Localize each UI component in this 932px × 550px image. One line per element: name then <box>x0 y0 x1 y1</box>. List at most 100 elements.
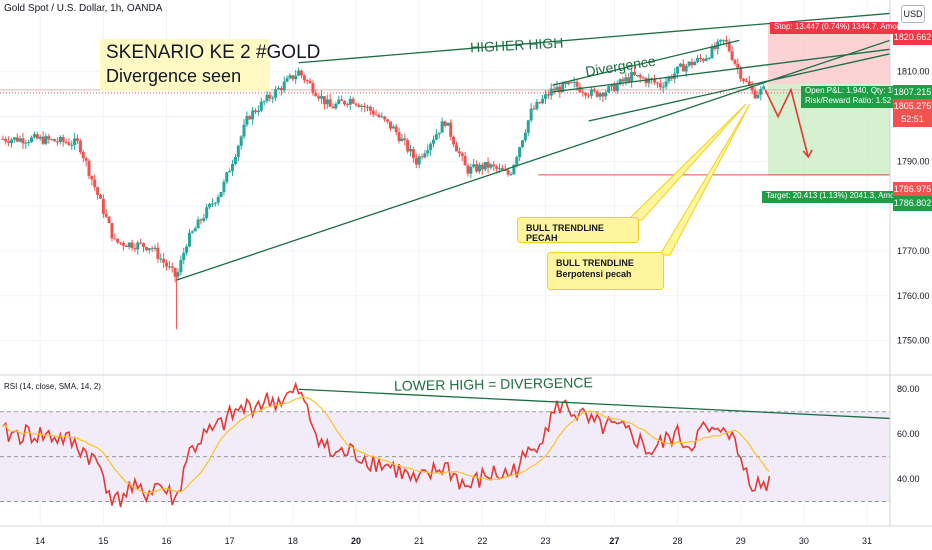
x-tick-label: 30 <box>799 536 809 546</box>
candle <box>104 208 108 219</box>
candle <box>268 91 272 102</box>
candle-body <box>480 164 484 170</box>
candle <box>569 81 573 84</box>
candle-body <box>607 86 611 93</box>
x-tick-label: 17 <box>225 536 235 546</box>
candle-body <box>328 99 332 107</box>
candle-body <box>311 83 315 93</box>
bull-trendline-potential-line2: Berpotensi pecah <box>556 269 632 279</box>
candle-body <box>678 63 682 67</box>
candle <box>78 138 82 155</box>
candle-body <box>21 138 25 144</box>
candle <box>173 267 177 283</box>
candle-body <box>271 97 275 99</box>
candle-body <box>205 207 209 219</box>
candle <box>64 139 68 145</box>
candle-body <box>322 96 326 105</box>
candle <box>345 102 349 108</box>
candle-body <box>291 75 295 80</box>
x-tick-label: 20 <box>351 536 361 546</box>
candle <box>454 141 458 152</box>
candle-body <box>225 172 229 182</box>
candle-body <box>348 98 352 105</box>
candle-body <box>173 267 177 277</box>
candle-body <box>354 103 358 105</box>
candle <box>254 108 258 115</box>
rsi-line <box>2 381 771 508</box>
entry-price-label: 1807.215 <box>893 85 932 100</box>
candle-body <box>601 93 605 97</box>
candle-body <box>621 79 625 82</box>
candle-body <box>113 238 117 240</box>
candle-body <box>498 168 502 170</box>
target-price-label: 1786.802 <box>893 196 932 211</box>
candle <box>578 82 582 93</box>
candle-body <box>38 136 42 139</box>
candle-body <box>259 101 263 111</box>
pnl-info-box[interactable]: Open P&L: 1.940, Qty: 18 Risk/Reward Rat… <box>801 86 897 108</box>
rsi-divergence-line <box>298 388 891 420</box>
candle <box>523 129 527 143</box>
candle-body <box>199 219 203 221</box>
candle-body <box>294 75 298 80</box>
candle <box>133 243 137 253</box>
candle <box>354 102 358 107</box>
candle <box>397 127 401 144</box>
candle-body <box>107 216 111 223</box>
candle-body <box>383 116 387 120</box>
candle <box>76 134 80 145</box>
candle-body <box>535 102 539 110</box>
candle-body <box>543 94 547 99</box>
candle-body <box>483 161 487 170</box>
candle <box>156 242 160 263</box>
candle-body <box>454 144 458 152</box>
stop-info-box[interactable]: Stop: 13.447 (0.74%) 1344.7, Amount <box>770 22 898 34</box>
candle-body <box>664 81 668 87</box>
candle-body <box>285 78 289 82</box>
candle <box>661 82 665 93</box>
currency-button[interactable]: USD <box>901 5 925 23</box>
candle <box>509 171 513 176</box>
candle <box>701 57 705 64</box>
candle-body <box>460 153 464 157</box>
candle <box>24 140 28 149</box>
target-info-box[interactable]: Target: 20.413 (1.13%) 2041.3, Amount <box>762 191 898 203</box>
candle-body <box>681 63 685 72</box>
x-tick-label: 15 <box>98 536 108 546</box>
candle-body <box>239 136 243 146</box>
candle-body <box>658 83 662 88</box>
candle <box>159 253 163 263</box>
candle <box>317 94 321 102</box>
candle-body <box>81 152 85 159</box>
candle <box>219 191 223 198</box>
candle-body <box>587 95 591 97</box>
candle-body <box>144 246 148 251</box>
candle-body <box>667 76 671 82</box>
candle <box>144 246 148 252</box>
rsi-tick-label: 60.00 <box>897 429 920 439</box>
candle-body <box>753 90 757 99</box>
candle-body <box>340 99 344 101</box>
candle-body <box>552 88 556 91</box>
channel-upper <box>552 48 891 93</box>
x-tick-label: 28 <box>673 536 683 546</box>
candle <box>696 55 700 64</box>
candle-body <box>475 164 479 172</box>
candle-body <box>394 126 398 133</box>
candle-body <box>627 77 631 82</box>
candle-body <box>41 136 45 144</box>
candle <box>690 58 694 69</box>
candle <box>759 86 763 101</box>
candle <box>248 114 252 121</box>
candle <box>21 132 25 150</box>
candle <box>4 136 8 145</box>
candle <box>607 85 611 94</box>
candle <box>724 35 728 48</box>
candle <box>434 129 438 141</box>
candle <box>632 66 636 77</box>
candle <box>119 242 123 245</box>
candle-body <box>130 242 134 249</box>
candle <box>420 153 424 160</box>
candle <box>351 96 355 105</box>
